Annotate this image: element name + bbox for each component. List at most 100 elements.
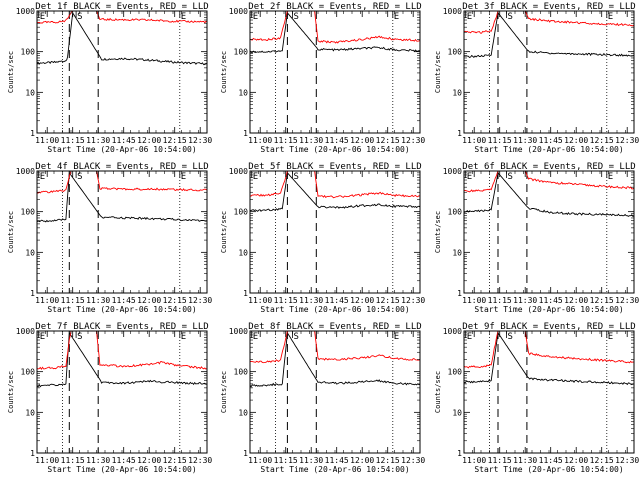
y-axis-label: Counts/sec xyxy=(7,211,15,253)
x-tick-label: 12:00 xyxy=(137,136,161,145)
panel-title: Det 8f BLACK = Events, RED = LLD xyxy=(248,322,421,332)
marker-label: S xyxy=(294,12,299,22)
y-tick-label: 1000 xyxy=(443,167,462,176)
events-series-line xyxy=(463,331,635,386)
marker-label: E xyxy=(467,332,472,342)
y-tick-label: 1 xyxy=(30,289,35,298)
x-axis-label: Start Time (20-Apr-06 10:54:00) xyxy=(260,145,409,154)
y-tick-label: 100 xyxy=(234,368,249,377)
marker-label: E xyxy=(467,172,472,182)
x-tick-label: 12:30 xyxy=(188,456,212,465)
x-tick-label: 12:00 xyxy=(564,296,588,305)
x-tick-label: 11:15 xyxy=(488,296,512,305)
y-axis-label: Counts/sec xyxy=(7,51,15,93)
marker-label: S xyxy=(294,172,299,182)
x-tick-label: 11:30 xyxy=(299,136,323,145)
marker-label: E xyxy=(394,12,399,22)
lld-series-line xyxy=(250,170,421,199)
x-tick-label: 11:45 xyxy=(539,296,563,305)
marker-label: E xyxy=(181,332,186,342)
x-tick-label: 11:15 xyxy=(274,136,298,145)
events-series-line xyxy=(249,331,421,388)
x-tick-label: 11:00 xyxy=(462,456,486,465)
x-tick-label: 12:30 xyxy=(615,456,639,465)
x-tick-label: 12:30 xyxy=(401,456,425,465)
x-tick-label: 11:45 xyxy=(112,136,136,145)
marker-label: E xyxy=(394,172,399,182)
x-tick-label: 11:45 xyxy=(539,136,563,145)
x-tick-label: 12:30 xyxy=(615,136,639,145)
marker-label: E xyxy=(40,172,45,182)
y-tick-label: 1000 xyxy=(229,7,248,16)
x-tick-label: 12:15 xyxy=(590,136,614,145)
y-axis-label: Counts/sec xyxy=(220,211,228,253)
y-tick-label: 1 xyxy=(457,129,462,138)
y-axis-label: Counts/sec xyxy=(7,371,15,413)
x-tick-label: 11:30 xyxy=(299,296,323,305)
y-tick-label: 10 xyxy=(452,408,462,417)
y-tick-label: 10 xyxy=(25,408,35,417)
y-axis-label: Counts/sec xyxy=(434,371,442,413)
marker-label: S xyxy=(508,12,513,22)
x-tick-label: 11:45 xyxy=(325,136,349,145)
x-tick-label: 12:30 xyxy=(401,136,425,145)
y-tick-label: 1000 xyxy=(16,327,35,336)
panel-title: Det 9f BLACK = Events, RED = LLD xyxy=(462,322,635,332)
x-tick-label: 11:00 xyxy=(462,136,486,145)
x-tick-label: 11:15 xyxy=(274,296,298,305)
x-tick-label: 11:45 xyxy=(112,296,136,305)
x-tick-label: 11:15 xyxy=(274,456,298,465)
y-tick-label: 10 xyxy=(238,248,248,257)
marker-label: E xyxy=(40,12,45,22)
y-tick-label: 100 xyxy=(21,48,36,57)
x-tick-label: 11:00 xyxy=(248,456,272,465)
x-tick-label: 11:00 xyxy=(248,296,272,305)
panel-title: Det 2f BLACK = Events, RED = LLD xyxy=(248,2,421,12)
x-tick-label: 11:45 xyxy=(325,296,349,305)
lld-series-line xyxy=(463,330,635,369)
x-tick-label: 12:00 xyxy=(350,296,374,305)
x-axis-label: Start Time (20-Apr-06 10:54:00) xyxy=(474,145,623,154)
y-tick-label: 10 xyxy=(25,248,35,257)
y-axis-label: Counts/sec xyxy=(220,371,228,413)
y-tick-label: 10 xyxy=(238,88,248,97)
x-tick-label: 12:30 xyxy=(615,296,639,305)
events-series-line xyxy=(463,171,635,218)
marker-label: E xyxy=(467,12,472,22)
y-tick-label: 1 xyxy=(243,129,248,138)
events-series-line xyxy=(36,331,208,388)
marker-label: S xyxy=(77,12,82,22)
x-tick-label: 11:00 xyxy=(35,456,59,465)
x-axis-label: Start Time (20-Apr-06 10:54:00) xyxy=(474,465,623,474)
y-tick-label: 1 xyxy=(243,289,248,298)
panel-title: Det 7f BLACK = Events, RED = LLD xyxy=(35,322,208,332)
events-series-line xyxy=(36,171,208,223)
x-tick-label: 12:15 xyxy=(590,456,614,465)
y-tick-label: 100 xyxy=(234,208,249,217)
x-tick-label: 12:15 xyxy=(163,136,187,145)
y-axis-label: Counts/sec xyxy=(220,51,228,93)
x-axis-label: Start Time (20-Apr-06 10:54:00) xyxy=(474,305,623,314)
marker-label: S xyxy=(508,332,513,342)
x-tick-label: 12:15 xyxy=(376,456,400,465)
marker-label: E xyxy=(181,172,186,182)
marker-label: E xyxy=(608,172,613,182)
marker-label: E xyxy=(253,172,258,182)
marker-label: S xyxy=(77,172,82,182)
y-tick-label: 1000 xyxy=(16,167,35,176)
x-tick-label: 12:15 xyxy=(376,296,400,305)
marker-label: E xyxy=(608,12,613,22)
x-tick-label: 11:15 xyxy=(61,136,85,145)
y-tick-label: 1 xyxy=(243,449,248,458)
events-series-line xyxy=(36,11,208,66)
x-tick-label: 11:15 xyxy=(61,456,85,465)
x-axis-label: Start Time (20-Apr-06 10:54:00) xyxy=(47,465,196,474)
marker-label: S xyxy=(508,172,513,182)
